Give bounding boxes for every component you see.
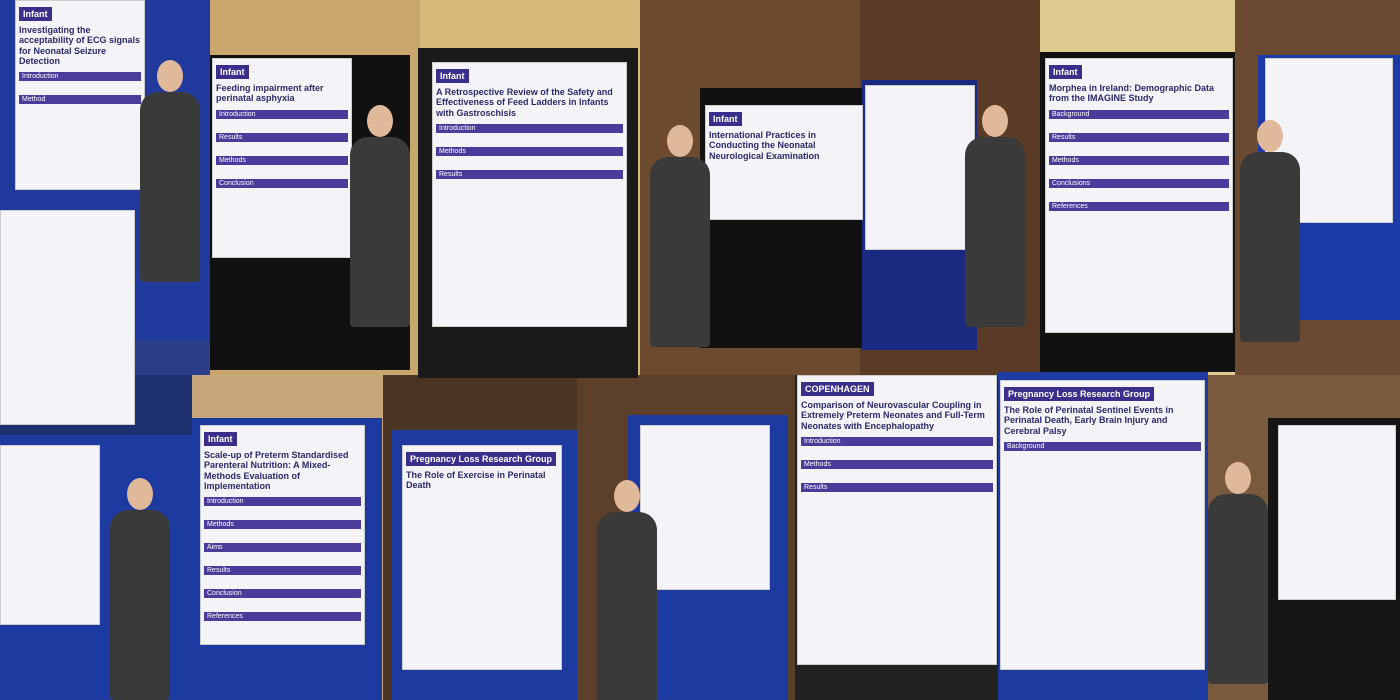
poster-section-heading: Conclusions [1049,178,1229,188]
person-head [614,480,640,512]
poster-logo: Pregnancy Loss Research Group [406,452,557,466]
poster-section-heading: Introduction [216,109,348,119]
poster-title: Scale-up of Preterm Standardised Parente… [204,450,349,492]
poster [640,425,770,590]
poster-section-heading: Introduction [801,437,993,447]
person-body [1240,152,1300,342]
person-body [965,137,1025,327]
person-body [1208,494,1268,684]
person-head [127,478,153,510]
poster-section-heading: Methods [216,155,348,165]
poster-logo: Infant [436,69,469,83]
poster-section-heading: Method [19,95,141,105]
poster-section-heading: References [1049,201,1229,211]
poster-title: Investigating the acceptability of ECG s… [19,25,141,67]
person-head [1225,462,1251,494]
poster-logo: Infant [204,432,237,446]
poster: COPENHAGEN Comparison of Neurovascular Co… [797,375,997,665]
person-head [1257,120,1283,152]
person-body [650,157,710,347]
poster-section-heading: Results [204,566,361,576]
poster-section-heading: Results [436,170,623,180]
poster: Pregnancy Loss Research Group The Role of… [1000,380,1205,670]
poster: Infant Investigating the acceptability of… [15,0,145,190]
poster-title: Comparison of Neurovascular Coupling in … [801,400,985,431]
poster-section-heading: Introduction [436,124,623,134]
poster-section-heading: Aims [204,543,361,553]
person-head [982,105,1008,137]
poster: Infant Morphea in Ireland: Demographic Da… [1045,58,1233,333]
poster-section-heading: Methods [1049,155,1229,165]
poster-section-heading: Background [1049,109,1229,119]
person-body [597,512,657,700]
poster [865,85,975,250]
poster [1278,425,1396,600]
person-head [667,125,693,157]
poster-section-heading: Methods [436,147,623,157]
person-head [157,60,183,92]
poster: Infant International Practices in Conduct… [705,105,863,220]
poster: Infant Feeding impairment after perinatal… [212,58,352,258]
person-body [350,137,410,327]
poster: Infant Scale-up of Preterm Standardised P… [200,425,365,645]
poster-logo: Infant [19,7,52,21]
poster-section-heading: Results [801,483,993,493]
poster: Infant A Retrospective Review of the Safe… [432,62,627,327]
poster-section-heading: Methods [801,460,993,470]
poster-title: Feeding impairment after perinatal asphy… [216,83,324,104]
poster-logo: COPENHAGEN [801,382,874,396]
poster-section-heading: Introduction [204,497,361,507]
poster-section-heading: Conclusion [216,178,348,188]
poster-section-heading: Results [1049,132,1229,142]
poster [0,445,100,625]
poster: Pregnancy Loss Research Group The Role of… [402,445,562,670]
poster [0,210,135,425]
poster-title: The Role of Perinatal Sentinel Events in… [1004,405,1174,436]
poster-logo: Infant [1049,65,1082,79]
poster-section-heading: Methods [204,520,361,530]
poster-logo: Infant [709,112,742,126]
poster-section-heading: Results [216,132,348,142]
poster-section-heading: References [204,612,361,622]
poster-title: The Role of Exercise in Perinatal Death [406,470,546,491]
poster-logo: Pregnancy Loss Research Group [1004,387,1155,401]
poster-title: Morphea in Ireland: Demographic Data fro… [1049,83,1215,104]
person-head [367,105,393,137]
poster-section-heading: Conclusion [204,589,361,599]
poster-section-heading: Background [1004,442,1201,452]
person-body [140,92,200,282]
poster-section-heading: Introduction [19,72,141,82]
poster-title: A Retrospective Review of the Safety and… [436,87,613,118]
poster-logo: Infant [216,65,249,79]
person-body [110,510,170,700]
poster-title: International Practices in Conducting th… [709,130,820,161]
